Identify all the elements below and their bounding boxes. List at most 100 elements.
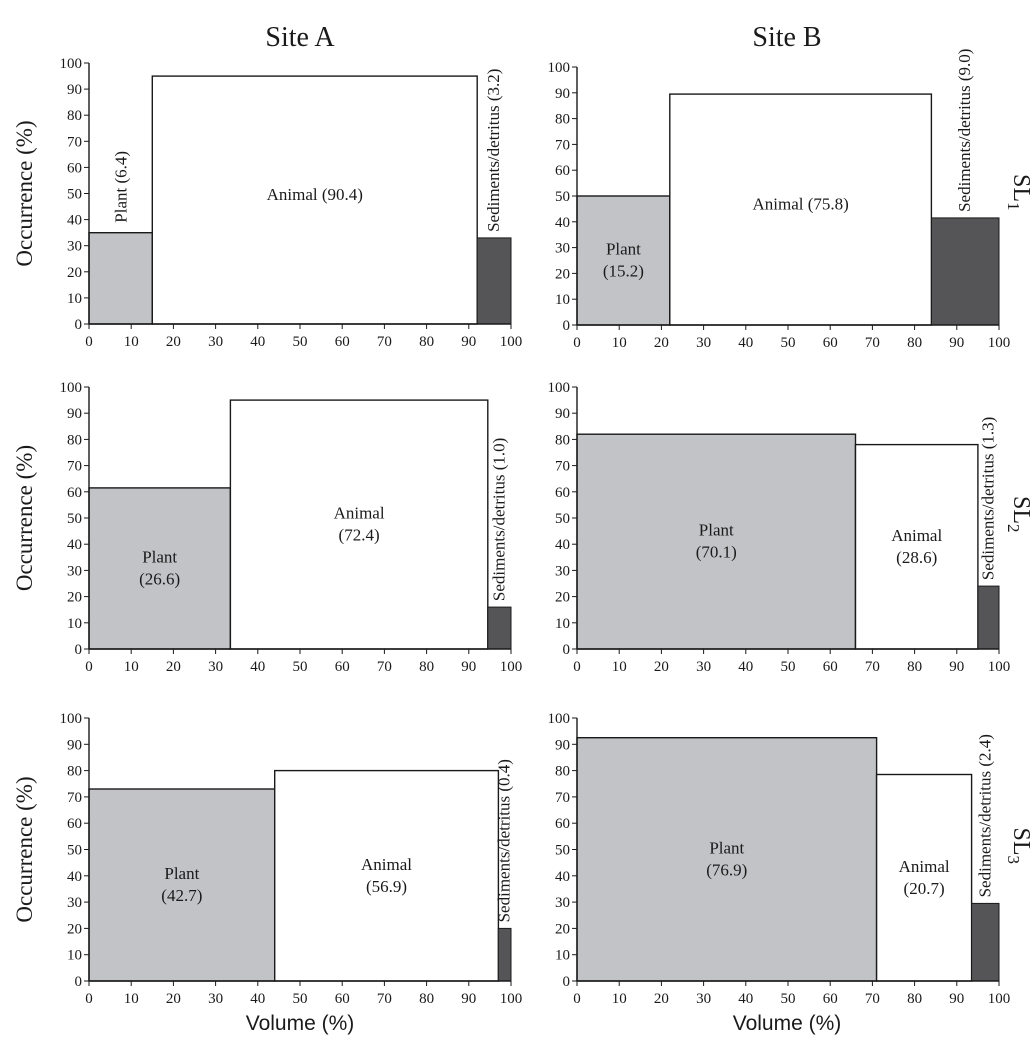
x-tick-label-60-site-a-sl1: 60 (335, 334, 350, 350)
y-tick-label-40-site-b-sl1: 40 (555, 215, 570, 231)
bar-label-animal-site-a-sl3: Animal (56.9) (361, 855, 412, 896)
panel-site-b-sl2: 0 10 20 30 40 50 60 70 80 90 100 0 10 20 30 40 50 60 70 80 9… (548, 380, 1034, 675)
x-tick-label-0-site-b-sl2: 0 (573, 659, 581, 675)
panel-site-a-sl3: 0 10 20 30 40 50 60 70 80 90 100 0 10 20 30 40 50 60 70 80 9… (12, 711, 522, 1007)
y-tick-label-80-site-b-sl2: 80 (555, 432, 570, 448)
x-tick-label-70-site-b-sl3: 70 (865, 991, 880, 1007)
bar-plant-site-b-sl2 (576, 433, 857, 650)
x-tick-label-50-site-a-sl2: 50 (293, 659, 308, 675)
column-title-site-b: Site B (752, 22, 821, 53)
bar-animal-site-b-sl3 (875, 773, 973, 982)
bar-animal-site-a-sl1 (151, 75, 478, 325)
panel-site-a-sl2: 0 10 20 30 40 50 60 70 80 90 100 0 10 20 30 40 50 60 70 80 9… (12, 380, 522, 675)
bar-sediments-detritus-site-b-sl3 (971, 902, 1000, 982)
bar-label-plant-site-b-sl3: Plant (76.9) (706, 838, 747, 879)
y-tick-label-100-site-b-sl2: 100 (548, 380, 571, 396)
x-tick-label-10-site-a-sl3: 10 (124, 991, 139, 1007)
x-tick-label-70-site-a-sl3: 70 (377, 991, 392, 1007)
y-tick-label-20-site-a-sl3: 20 (67, 921, 82, 937)
bar-label-sediments-detritus-site-a-sl3: Sediments/detritus (0.4) (495, 759, 514, 922)
y-tick-label-30-site-b-sl2: 30 (555, 563, 570, 579)
bar-animal-site-a-sl2 (229, 399, 489, 650)
x-tick-label-20-site-b-sl1: 20 (654, 335, 669, 351)
x-tick-label-80-site-b-sl2: 80 (907, 659, 922, 675)
column-title-site-a: Site A (265, 22, 335, 53)
panel-site-a-sl1: 0 10 20 30 40 50 60 70 80 90 100 0 10 20 30 40 50 60 70 80 9… (12, 56, 522, 350)
y-tick-label-80-site-a-sl1: 80 (67, 108, 82, 124)
bar-sediments-detritus-site-b-sl1 (931, 217, 1000, 326)
x-tick-label-60-site-b-sl1: 60 (823, 335, 838, 351)
x-tick-label-90-site-b-sl2: 90 (949, 659, 964, 675)
x-tick-label-50-site-b-sl1: 50 (781, 335, 796, 351)
y-tick-label-80-site-a-sl3: 80 (67, 764, 82, 780)
bar-plant-site-a-sl1 (88, 231, 153, 325)
y-tick-label-60-site-a-sl2: 60 (67, 485, 82, 501)
x-tick-label-0-site-b-sl3: 0 (573, 991, 581, 1007)
x-tick-label-0-site-a-sl2: 0 (85, 659, 93, 675)
y-tick-label-90-site-b-sl3: 90 (555, 737, 570, 753)
x-tick-label-70-site-a-sl2: 70 (377, 659, 392, 675)
x-tick-label-80-site-a-sl1: 80 (419, 334, 434, 350)
y-tick-label-50-site-a-sl1: 50 (67, 187, 82, 203)
y-tick-label-0-site-a-sl2: 0 (75, 642, 83, 658)
x-tick-label-50-site-b-sl2: 50 (781, 659, 796, 675)
y-tick-label-10-site-a-sl1: 10 (67, 291, 82, 307)
y-tick-label-40-site-a-sl3: 40 (67, 869, 82, 885)
y-tick-label-70-site-a-sl3: 70 (67, 790, 82, 806)
bar-plant-site-a-sl3 (88, 788, 276, 982)
bar-label-plant-site-a-sl2: Plant (26.6) (139, 547, 180, 588)
x-tick-label-20-site-a-sl1: 20 (166, 334, 181, 350)
y-tick-label-0-site-a-sl3: 0 (75, 974, 83, 990)
row-label-sl1: SL1 (1004, 174, 1034, 211)
x-tick-label-40-site-b-sl3: 40 (738, 991, 753, 1007)
x-tick-label-0-site-a-sl3: 0 (85, 991, 93, 1007)
x-tick-label-100-site-a-sl3: 100 (500, 991, 523, 1007)
y-axis-label-site-a-sl3: Occurrence (%) (12, 776, 37, 922)
x-tick-label-90-site-b-sl3: 90 (949, 991, 964, 1007)
bar-label-animal-site-b-sl3: Animal (20.7) (899, 857, 950, 898)
x-axis-label-site-b: Volume (%) (733, 1012, 842, 1035)
y-tick-label-20-site-b-sl3: 20 (555, 921, 570, 937)
y-tick-label-90-site-b-sl1: 90 (555, 86, 570, 102)
y-tick-label-90-site-a-sl3: 90 (67, 737, 82, 753)
x-tick-label-60-site-a-sl3: 60 (335, 991, 350, 1007)
y-tick-label-40-site-b-sl3: 40 (555, 869, 570, 885)
y-tick-label-30-site-b-sl1: 30 (555, 241, 570, 257)
bar-label-plant-site-a-sl1: Plant (6.4) (112, 151, 131, 223)
x-tick-label-10-site-a-sl2: 10 (124, 659, 139, 675)
y-tick-label-80-site-a-sl2: 80 (67, 432, 82, 448)
y-tick-label-20-site-a-sl2: 20 (67, 590, 82, 606)
bar-plant-site-a-sl2 (88, 487, 232, 650)
y-axis-label-site-a-sl2: Occurrence (%) (12, 445, 37, 591)
x-tick-label-40-site-b-sl2: 40 (738, 659, 753, 675)
x-tick-label-30-site-a-sl1: 30 (208, 334, 223, 350)
x-tick-label-0-site-b-sl1: 0 (573, 335, 581, 351)
x-tick-label-20-site-b-sl3: 20 (654, 991, 669, 1007)
x-tick-label-10-site-a-sl1: 10 (124, 334, 139, 350)
bar-label-animal-site-b-sl1: Animal (75.8) (752, 195, 848, 214)
bar-label-sediments-detritus-site-a-sl2: Sediments/detritus (1.0) (489, 438, 508, 601)
x-tick-label-40-site-a-sl2: 40 (250, 659, 265, 675)
y-tick-label-10-site-a-sl3: 10 (67, 948, 82, 964)
y-tick-label-100-site-a-sl1: 100 (60, 56, 83, 72)
y-tick-label-50-site-b-sl1: 50 (555, 189, 570, 205)
y-tick-label-30-site-a-sl2: 30 (67, 563, 82, 579)
x-tick-label-70-site-b-sl2: 70 (865, 659, 880, 675)
x-tick-label-30-site-b-sl3: 30 (696, 991, 711, 1007)
y-axis-label-site-a-sl1: Occurrence (%) (12, 120, 37, 266)
row-label-sl2: SL2 (1004, 496, 1034, 533)
x-tick-label-10-site-b-sl2: 10 (612, 659, 627, 675)
y-tick-label-80-site-b-sl3: 80 (555, 764, 570, 780)
y-tick-label-40-site-b-sl2: 40 (555, 537, 570, 553)
y-tick-label-20-site-b-sl2: 20 (555, 590, 570, 606)
y-tick-label-50-site-b-sl3: 50 (555, 843, 570, 859)
y-tick-label-30-site-a-sl1: 30 (67, 239, 82, 255)
x-tick-label-30-site-b-sl2: 30 (696, 659, 711, 675)
x-tick-label-70-site-b-sl1: 70 (865, 335, 880, 351)
y-tick-label-0-site-b-sl1: 0 (563, 318, 571, 334)
x-tick-label-90-site-a-sl2: 90 (461, 659, 476, 675)
x-tick-label-90-site-a-sl3: 90 (461, 991, 476, 1007)
y-tick-label-60-site-b-sl1: 60 (555, 163, 570, 179)
